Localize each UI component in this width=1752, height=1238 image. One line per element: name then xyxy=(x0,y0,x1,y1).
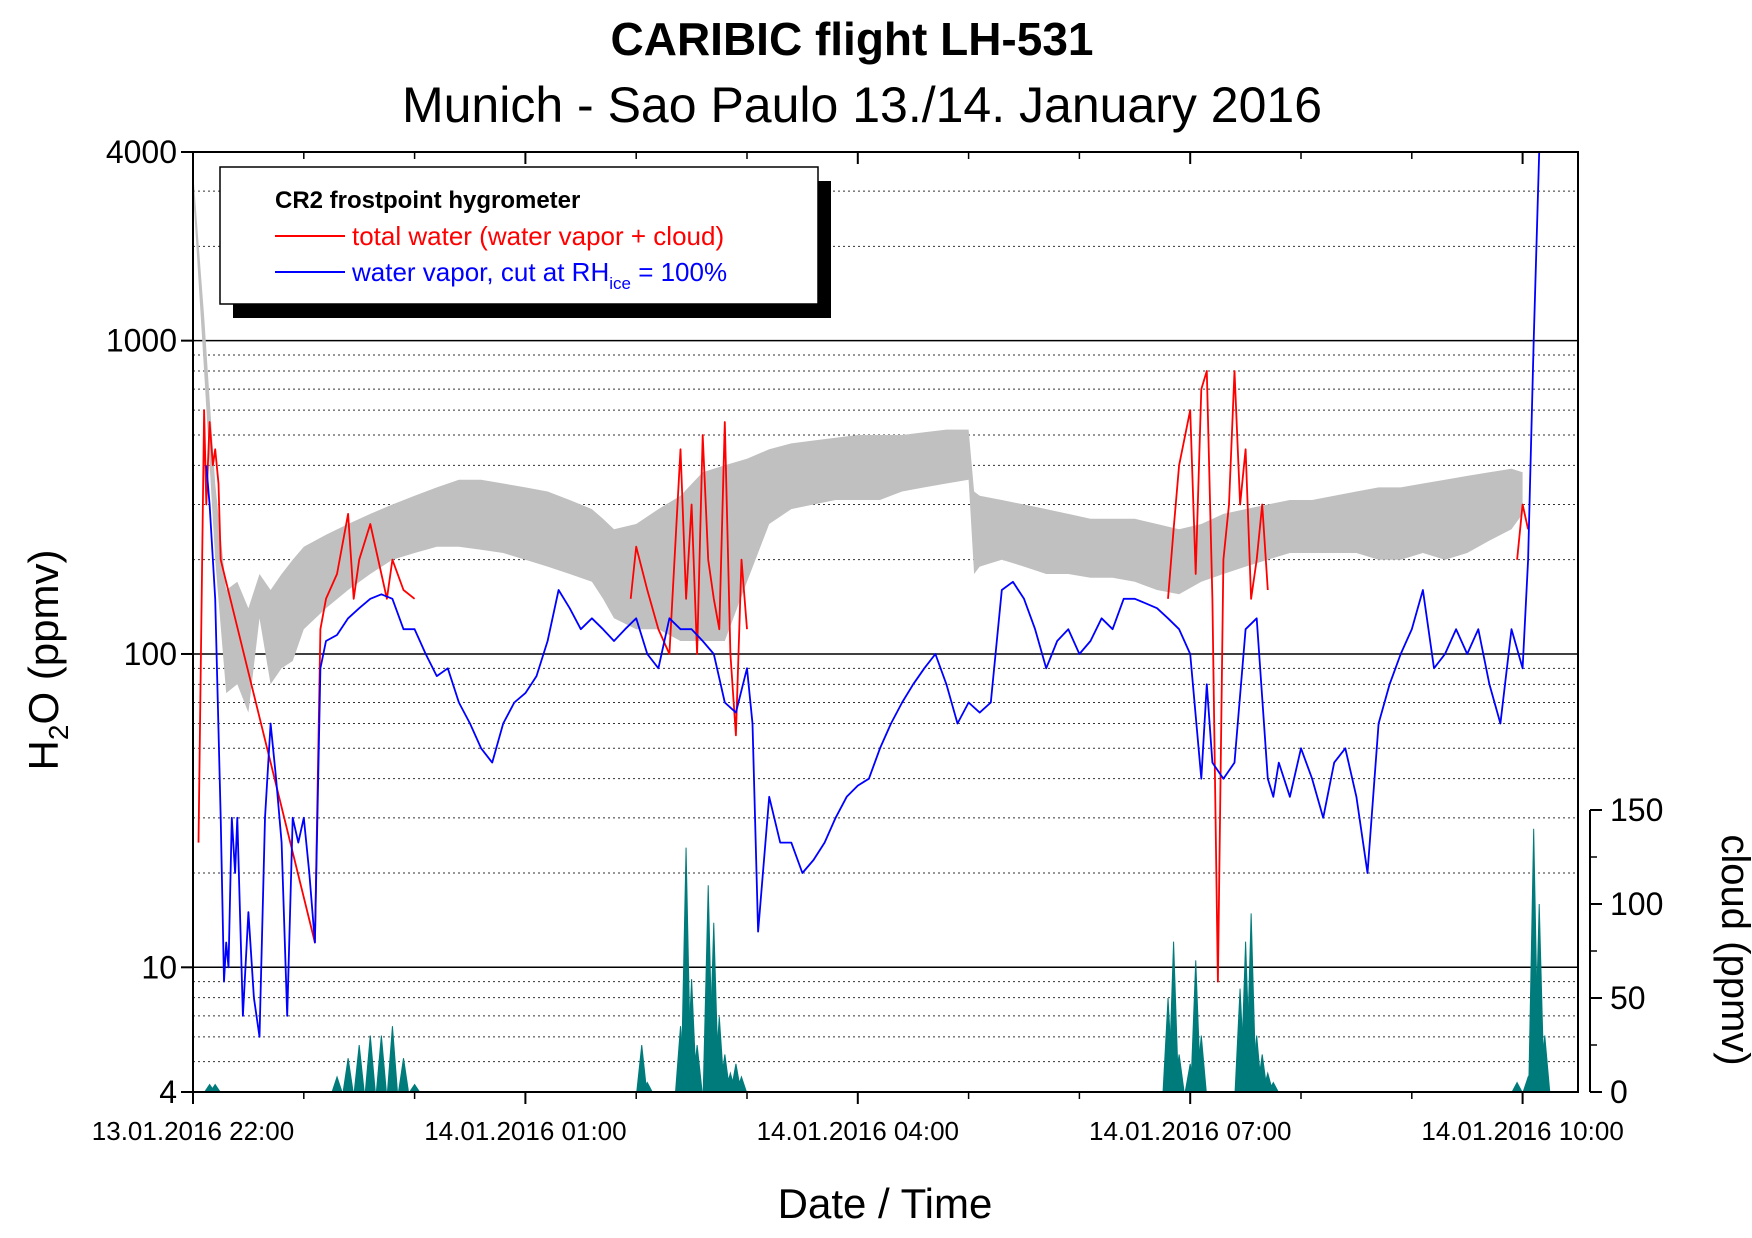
y-axis-label-base: H xyxy=(20,740,67,770)
cloud-series xyxy=(203,828,1551,1093)
legend: CR2 frostpoint hygrometer total water (w… xyxy=(219,166,831,318)
y2-axis-label-text: cloud (ppmv) xyxy=(1713,834,1752,1065)
y-axis-label-sub: 2 xyxy=(43,725,74,741)
cloud-point xyxy=(386,1026,398,1093)
y-tick-label: 4000 xyxy=(106,134,177,170)
legend-label-total-water: total water (water vapor + cloud) xyxy=(352,221,724,251)
y-tick-label: 1000 xyxy=(106,323,177,359)
water-vapor-series xyxy=(205,151,1541,1038)
cloud-point xyxy=(636,1044,648,1093)
chart-subtitle: Munich - Sao Paulo 13./14. January 2016 xyxy=(402,77,1322,133)
cloud-point xyxy=(397,1058,410,1093)
saturation-band-area xyxy=(193,170,1523,713)
x-tick-label: 13.01.2016 22:00 xyxy=(92,1116,294,1146)
legend-label-water-vapor: water vapor, cut at RHice = 100% xyxy=(351,257,727,293)
cloud-point xyxy=(364,1035,376,1093)
y-axis-label-rest: O (ppmv) xyxy=(20,550,67,725)
total-water-series xyxy=(197,370,1529,983)
cloud-point xyxy=(342,1058,354,1093)
legend-label-water-vapor-tail: = 100% xyxy=(631,257,727,287)
x-tick-label: 14.01.2016 04:00 xyxy=(757,1116,959,1146)
y2-tick-label: 50 xyxy=(1610,980,1646,1016)
water-vapor-line xyxy=(205,151,1541,1038)
plot-frame xyxy=(192,151,1579,1093)
saturation-band xyxy=(193,170,1523,713)
cloud-point xyxy=(1511,1081,1523,1093)
y2-tick-label: 0 xyxy=(1610,1074,1628,1110)
svg-text:H2O (ppmv): H2O (ppmv) xyxy=(20,550,74,771)
legend-label-water-vapor-main: water vapor, cut at RH xyxy=(351,257,609,287)
x-tick-label: 14.01.2016 07:00 xyxy=(1089,1116,1291,1146)
x-tick-label: 14.01.2016 10:00 xyxy=(1421,1116,1623,1146)
gridlines xyxy=(193,190,1578,1063)
cloud-point xyxy=(331,1075,343,1093)
y-tick-label: 10 xyxy=(141,949,177,985)
chart-title: CARIBIC flight LH-531 xyxy=(611,13,1094,65)
y-tick-label: 100 xyxy=(124,636,177,672)
y-tick-label: 4 xyxy=(159,1074,177,1110)
y-axis-label: H2O (ppmv) xyxy=(20,550,74,771)
y2-axis-label: cloud (ppmv) xyxy=(1713,834,1752,1065)
cloud-point xyxy=(375,1035,387,1093)
cloud-point xyxy=(408,1083,421,1093)
y2-tick-label: 150 xyxy=(1610,792,1663,828)
legend-label-water-vapor-sub: ice xyxy=(609,274,631,293)
cloud-point xyxy=(353,1044,365,1093)
y2-tick-label: 100 xyxy=(1610,886,1663,922)
x-axis-label: Date / Time xyxy=(778,1180,993,1227)
x-tick-label: 14.01.2016 01:00 xyxy=(424,1116,626,1146)
total-water-line xyxy=(197,370,1529,983)
legend-title: CR2 frostpoint hygrometer xyxy=(275,187,580,214)
axes: 13.01.2016 22:00 14.01.2016 01:00 14.01.20… xyxy=(92,134,1664,1146)
